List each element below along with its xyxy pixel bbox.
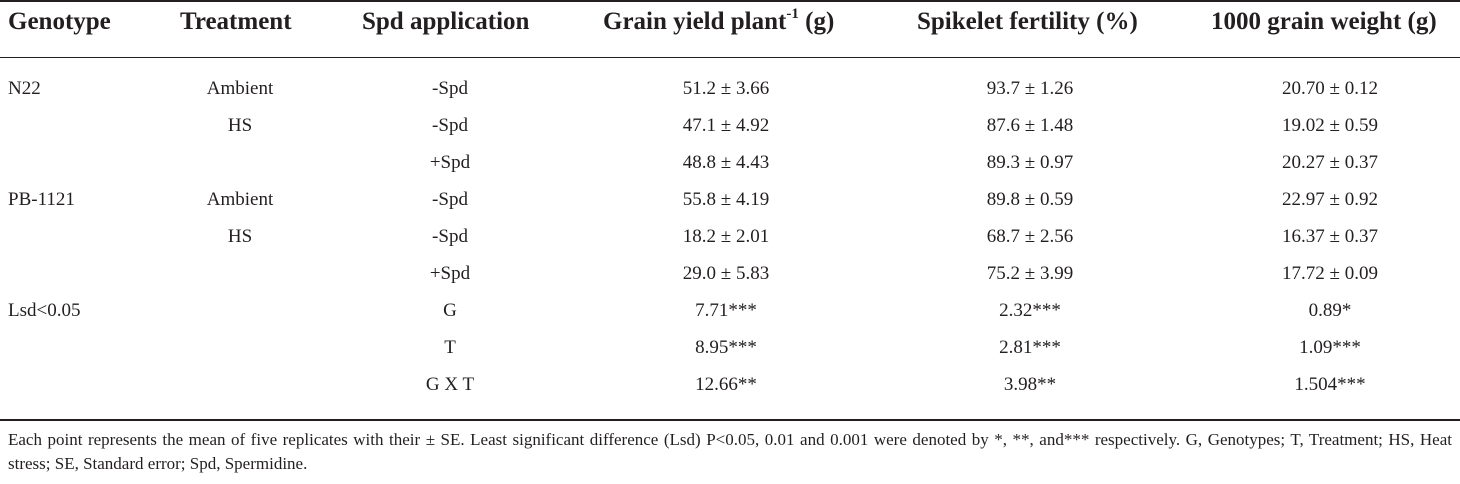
header-grain-yield-superscript: -1 <box>786 5 799 22</box>
header-grain-weight: 1000 grain weight (g) <box>1211 8 1437 35</box>
cell-grain-weight: 0.89* <box>1308 300 1352 321</box>
cell-spikelet-fertility: 3.98** <box>1003 374 1057 395</box>
cell-genotype <box>8 255 168 292</box>
cell-grain-yield: 51.2 ± 3.66 <box>682 78 770 99</box>
cell-spd: T <box>444 337 456 358</box>
cell-genotype: N22 <box>8 78 41 99</box>
cell-treatment <box>160 366 320 403</box>
cell-grain-weight: 1.504*** <box>1294 374 1366 395</box>
cell-spd: -Spd <box>432 78 468 99</box>
cell-treatment <box>160 329 320 366</box>
cell-spikelet-fertility: 87.6 ± 1.48 <box>986 115 1074 136</box>
cell-genotype <box>8 218 168 255</box>
cell-genotype: PB-1121 <box>8 189 75 210</box>
cell-grain-weight: 1.09*** <box>1299 337 1361 358</box>
cell-grain-weight: 19.02 ± 0.59 <box>1282 115 1378 136</box>
cell-spd: -Spd <box>432 226 468 247</box>
table-row: PB-1121 Ambient -Spd 55.8 ± 4.19 89.8 ± … <box>0 181 1460 218</box>
header-grain-yield-unit: (g) <box>798 8 835 35</box>
header-grain-yield: Grain yield plant-1 (g) <box>603 0 834 57</box>
cell-treatment <box>160 144 320 181</box>
cell-grain-yield: 29.0 ± 5.83 <box>682 263 770 284</box>
cell-spd: -Spd <box>432 189 468 210</box>
table-body: N22 Ambient -Spd 51.2 ± 3.66 93.7 ± 1.26… <box>0 70 1460 403</box>
table-bottom-rule <box>0 419 1460 421</box>
cell-grain-weight: 17.72 ± 0.09 <box>1282 263 1378 284</box>
table-row: Lsd<0.05 G 7.71*** 2.32*** 0.89* <box>0 292 1460 329</box>
table-row: HS -Spd 18.2 ± 2.01 68.7 ± 2.56 16.37 ± … <box>0 218 1460 255</box>
cell-treatment: HS <box>227 115 253 136</box>
header-grain-yield-label: Grain yield plant <box>603 8 787 35</box>
cell-genotype <box>8 366 168 403</box>
cell-genotype: Lsd<0.05 <box>8 300 81 321</box>
table-row: HS -Spd 47.1 ± 4.92 87.6 ± 1.48 19.02 ± … <box>0 107 1460 144</box>
table-row: +Spd 48.8 ± 4.43 89.3 ± 0.97 20.27 ± 0.3… <box>0 144 1460 181</box>
cell-spikelet-fertility: 68.7 ± 2.56 <box>986 226 1074 247</box>
table-row: +Spd 29.0 ± 5.83 75.2 ± 3.99 17.72 ± 0.0… <box>0 255 1460 292</box>
header-genotype: Genotype <box>8 8 111 35</box>
table-row: T 8.95*** 2.81*** 1.09*** <box>0 329 1460 366</box>
cell-spd: -Spd <box>432 115 468 136</box>
cell-grain-yield: 18.2 ± 2.01 <box>682 226 770 247</box>
table-footnote: Each point represents the mean of five r… <box>8 430 1452 473</box>
cell-spikelet-fertility: 2.81*** <box>999 337 1061 358</box>
cell-grain-yield: 55.8 ± 4.19 <box>682 189 770 210</box>
cell-spikelet-fertility: 89.8 ± 0.59 <box>986 189 1074 210</box>
cell-spd: G X T <box>425 374 475 395</box>
cell-spd: G <box>443 300 457 321</box>
cell-grain-yield: 7.71*** <box>695 300 757 321</box>
cell-spikelet-fertility: 93.7 ± 1.26 <box>986 78 1074 99</box>
table-top-rule <box>0 0 1460 2</box>
cell-spikelet-fertility: 75.2 ± 3.99 <box>986 263 1074 284</box>
cell-grain-weight: 20.27 ± 0.37 <box>1282 152 1378 173</box>
cell-treatment: Ambient <box>206 78 274 99</box>
cell-grain-yield: 12.66** <box>695 374 757 395</box>
cell-grain-yield: 48.8 ± 4.43 <box>682 152 770 173</box>
table-row: G X T 12.66** 3.98** 1.504*** <box>0 366 1460 403</box>
header-spikelet-fertility: Spikelet fertility (%) <box>917 8 1138 35</box>
cell-treatment <box>160 255 320 292</box>
cell-spikelet-fertility: 2.32*** <box>999 300 1061 321</box>
cell-spikelet-fertility: 89.3 ± 0.97 <box>986 152 1074 173</box>
header-spd-application: Spd application <box>362 8 530 35</box>
cell-grain-yield: 47.1 ± 4.92 <box>682 115 770 136</box>
cell-treatment: HS <box>227 226 253 247</box>
cell-genotype <box>8 107 168 144</box>
cell-spd: +Spd <box>429 152 471 173</box>
cell-grain-weight: 22.97 ± 0.92 <box>1282 189 1378 210</box>
cell-grain-yield: 8.95*** <box>695 337 757 358</box>
cell-genotype <box>8 144 168 181</box>
cell-genotype <box>8 329 168 366</box>
cell-grain-weight: 16.37 ± 0.37 <box>1282 226 1378 247</box>
header-treatment: Treatment <box>180 8 292 35</box>
cell-grain-weight: 20.70 ± 0.12 <box>1282 78 1378 99</box>
table-header-row: Genotype Treatment Spd application Grain… <box>0 0 1460 57</box>
cell-treatment <box>160 292 320 329</box>
cell-spd: +Spd <box>429 263 471 284</box>
cell-treatment: Ambient <box>206 189 274 210</box>
table-row: N22 Ambient -Spd 51.2 ± 3.66 93.7 ± 1.26… <box>0 70 1460 107</box>
table-header-rule <box>0 57 1460 58</box>
